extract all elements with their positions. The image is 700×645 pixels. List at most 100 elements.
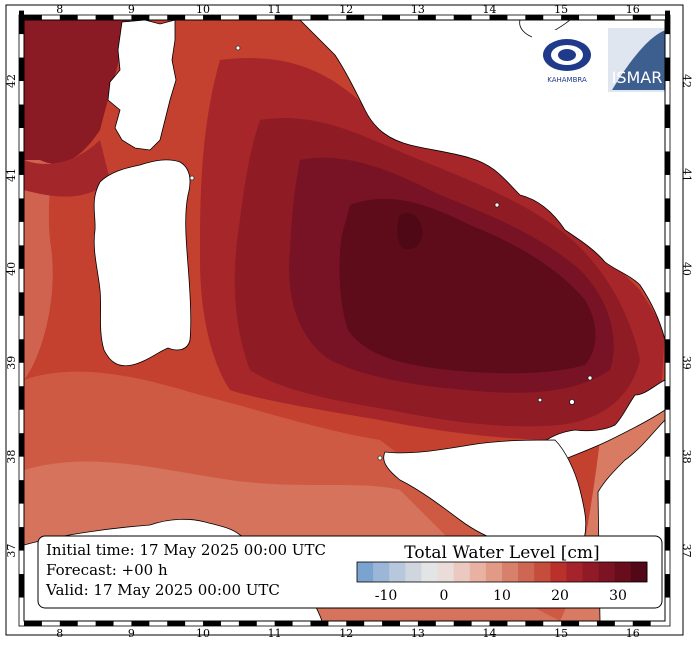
legend-tick-label: 20 <box>551 588 569 604</box>
legend-color-swatch <box>389 562 406 582</box>
frame-check-right <box>665 151 670 175</box>
frame-check-right <box>665 339 670 363</box>
y-tick-label-right: 37 <box>680 544 693 558</box>
frame-check-right <box>665 245 670 269</box>
frame-check-bottom <box>238 621 257 626</box>
plot-border <box>23 19 666 622</box>
frame-check-left <box>19 292 24 316</box>
x-tick-label-bottom: 11 <box>268 627 282 640</box>
x-tick-labels-top: 8 9 10 11 12 13 14 15 16 <box>56 3 639 16</box>
frame-check-bottom <box>346 621 365 626</box>
x-tick-labels-bottom: 8 9 10 11 12 13 14 15 16 <box>56 627 639 640</box>
logo-right: ISMAR <box>608 28 665 92</box>
logo-left-text: KAHAMBRA <box>547 76 587 84</box>
frame-check-left <box>19 198 24 222</box>
frame-check-bottom <box>203 621 221 626</box>
frame-check-border <box>18 14 671 627</box>
legend-color-swatch <box>550 562 567 582</box>
logo-right-wave-icon <box>612 30 665 90</box>
land-italy-mainland <box>200 20 665 341</box>
y-tick-label-left: 40 <box>5 262 18 276</box>
frame-check-left <box>19 57 24 82</box>
frame-check-top <box>59 15 78 20</box>
legend-title: Total Water Level [cm] <box>404 543 599 563</box>
y-tick-label-left: 38 <box>5 450 18 464</box>
frame-check-right <box>665 198 670 222</box>
x-tick-label-bottom: 16 <box>626 627 640 640</box>
plot-area: KAHAMBRA ISMAR <box>24 20 665 621</box>
x-tick-label-bottom: 15 <box>554 627 568 640</box>
frame-check-top <box>346 15 365 20</box>
frame-check-left <box>19 480 24 504</box>
island-5 <box>569 399 575 405</box>
frame-check-top <box>167 15 186 20</box>
y-tick-label-left: 37 <box>5 544 18 558</box>
sea-zone-ligurian-2 <box>24 140 110 197</box>
frame-check-right <box>665 10 670 35</box>
y-tick-label-right: 41 <box>680 168 693 182</box>
frame-check-right <box>665 527 670 551</box>
frame-check-bottom <box>596 621 615 626</box>
y-tick-label-right: 38 <box>680 450 693 464</box>
legend-color-swatch <box>373 562 390 582</box>
x-tick-label-bottom: 14 <box>483 627 497 640</box>
legend-colorbar <box>356 561 648 583</box>
forecast-text: Forecast: +00 h <box>46 561 168 579</box>
legend-color-swatch <box>485 562 503 582</box>
legend-color-swatch <box>534 562 551 582</box>
map-frame-checkers <box>18 10 671 627</box>
legend-tick-label: 10 <box>493 588 511 604</box>
x-tick-label-top: 8 <box>56 3 63 16</box>
frame-check-top <box>24 15 42 20</box>
info-panel: Initial time: 17 May 2025 00:00 UTC Fore… <box>37 535 663 609</box>
frame-check-bottom <box>632 621 651 626</box>
frame-check-bottom <box>382 621 401 626</box>
y-tick-label-left: 39 <box>5 356 18 370</box>
frame-check-right <box>665 57 670 82</box>
legend-tick-label: 30 <box>609 588 627 604</box>
land-corsica <box>107 20 177 151</box>
frame-check-top <box>417 15 436 20</box>
frame-check-top <box>596 15 615 20</box>
frame-check-top <box>525 15 544 20</box>
y-tick-label-right: 42 <box>680 74 693 88</box>
frame-check-left <box>19 339 24 363</box>
sea-zone-ligurian <box>24 20 130 164</box>
legend-tick-label: -10 <box>375 588 398 604</box>
island-4 <box>587 375 593 381</box>
island-7 <box>537 397 543 403</box>
x-tick-label-bottom: 9 <box>128 627 135 640</box>
x-tick-label-top: 10 <box>196 3 210 16</box>
legend-color-swatch <box>598 562 616 582</box>
frame-check-right <box>665 574 670 598</box>
frame-check-left <box>19 574 24 598</box>
frame-check-bottom <box>561 621 580 626</box>
y-tick-label-right: 40 <box>680 262 693 276</box>
legend-color-swatch <box>502 562 519 582</box>
land-italy-south <box>539 340 665 471</box>
y-tick-label-right: 39 <box>680 356 693 370</box>
frame-check-right <box>665 292 670 316</box>
frame-check-bottom <box>167 621 186 626</box>
frame-check-right <box>665 480 670 504</box>
frame-check-top <box>632 15 651 20</box>
y-tick-label-left: 41 <box>5 168 18 182</box>
x-tick-label-top: 16 <box>626 3 640 16</box>
frame-check-right <box>665 433 670 457</box>
valid-time-text: Valid: 17 May 2025 00:00 UTC <box>45 581 280 599</box>
frame-check-left <box>19 10 24 35</box>
x-tick-label-top: 12 <box>339 3 353 16</box>
x-tick-label-top: 14 <box>483 3 497 16</box>
sea-zone-peak-core <box>397 213 423 250</box>
y-tick-labels-right: 37 38 39 40 41 42 <box>680 74 693 558</box>
frame-check-left <box>19 104 24 128</box>
legend-color-swatch <box>453 562 471 582</box>
legend-colorbar-border <box>356 561 648 583</box>
legend-color-swatch <box>469 562 487 582</box>
legend-color-swatch <box>518 562 535 582</box>
frame-check-bottom <box>95 621 114 626</box>
frame-check-top <box>203 15 221 20</box>
x-tick-label-bottom: 8 <box>56 627 63 640</box>
frame-check-right <box>665 104 670 128</box>
